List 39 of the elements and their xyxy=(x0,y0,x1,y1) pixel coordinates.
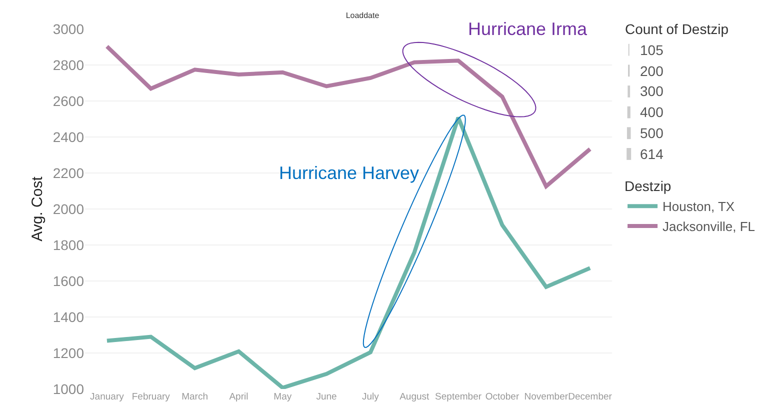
y-tick-label: 1000 xyxy=(52,380,84,397)
y-tick-label: 2400 xyxy=(52,128,84,145)
x-tick-label: November xyxy=(524,392,568,402)
chart-title: Loaddate xyxy=(346,11,380,20)
line-series xyxy=(104,116,592,389)
text: Count of Destzip xyxy=(625,21,729,37)
text: 300 xyxy=(640,83,664,99)
y-tick-label: 2200 xyxy=(52,164,84,181)
text: 200 xyxy=(640,63,664,79)
text: 500 xyxy=(640,125,664,141)
y-tick-label: 1200 xyxy=(52,344,84,361)
text: 400 xyxy=(640,104,664,120)
y-tick-label: 2000 xyxy=(52,200,84,217)
y-tick-label: 3000 xyxy=(52,20,84,37)
x-tick-label: July xyxy=(362,392,380,402)
y-axis-title: Avg. Cost xyxy=(29,176,46,242)
y-tick-label: 2800 xyxy=(52,56,84,73)
y-tick-label: 2600 xyxy=(52,92,84,109)
x-tick-label: February xyxy=(132,392,170,402)
x-tick-label: September xyxy=(435,392,482,402)
legend-label: Houston, TX xyxy=(662,199,735,214)
line-series xyxy=(104,44,592,188)
y-tick-label: 1400 xyxy=(52,308,84,325)
legend-title: Destzip xyxy=(624,178,672,194)
x-tick-label: October xyxy=(485,392,520,402)
y-tick-label: 1600 xyxy=(52,272,84,289)
text: 105 xyxy=(640,42,664,58)
x-tick-label: December xyxy=(568,392,612,402)
x-tick-label: April xyxy=(229,392,248,402)
legend-label: Jacksonville, FL xyxy=(662,219,756,234)
x-tick-label: June xyxy=(316,392,337,402)
text: 614 xyxy=(640,146,664,162)
annotation: Hurricane Harvey xyxy=(279,163,420,183)
y-tick-label: 1800 xyxy=(52,236,84,253)
annotation: Hurricane Irma xyxy=(468,19,588,39)
x-tick-label: March xyxy=(182,392,208,402)
x-tick-label: January xyxy=(90,392,124,402)
x-tick-label: May xyxy=(274,392,292,402)
x-tick-label: August xyxy=(400,392,430,402)
